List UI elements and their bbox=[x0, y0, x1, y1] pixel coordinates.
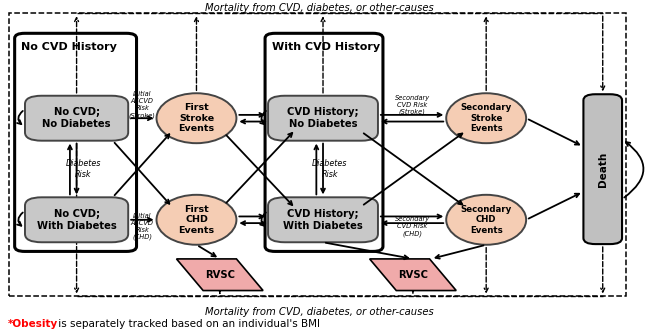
FancyBboxPatch shape bbox=[25, 96, 128, 141]
FancyArrowPatch shape bbox=[260, 111, 266, 124]
Text: No CVD History: No CVD History bbox=[21, 42, 117, 52]
Text: Secondary
CHD
Events: Secondary CHD Events bbox=[461, 205, 511, 235]
Text: Secondary
CVD Risk
(CHD): Secondary CVD Risk (CHD) bbox=[394, 216, 430, 237]
Text: RVSC: RVSC bbox=[398, 270, 428, 280]
Text: Diabetes
Risk: Diabetes Risk bbox=[312, 159, 348, 179]
Text: *Obesity: *Obesity bbox=[8, 319, 58, 329]
Text: CVD History;
With Diabetes: CVD History; With Diabetes bbox=[283, 209, 363, 231]
Text: Secondary
Stroke
Events: Secondary Stroke Events bbox=[461, 103, 511, 133]
Text: With CVD History: With CVD History bbox=[272, 42, 380, 52]
FancyBboxPatch shape bbox=[583, 94, 622, 244]
Ellipse shape bbox=[157, 93, 236, 143]
Polygon shape bbox=[176, 259, 263, 290]
Text: Initial
ASCVD
Risk
(CHD): Initial ASCVD Risk (CHD) bbox=[131, 213, 154, 240]
FancyBboxPatch shape bbox=[268, 197, 378, 242]
Text: is separately tracked based on an individual's BMI: is separately tracked based on an indivi… bbox=[55, 319, 320, 329]
Text: No CVD;
No Diabetes: No CVD; No Diabetes bbox=[43, 107, 111, 129]
FancyArrowPatch shape bbox=[17, 212, 23, 226]
Ellipse shape bbox=[446, 195, 526, 245]
Text: Secondary
CVD Risk
(Stroke): Secondary CVD Risk (Stroke) bbox=[394, 95, 430, 115]
Text: RVSC: RVSC bbox=[204, 270, 235, 280]
Polygon shape bbox=[370, 259, 456, 290]
FancyBboxPatch shape bbox=[268, 96, 378, 141]
Text: Death: Death bbox=[597, 152, 608, 187]
Ellipse shape bbox=[446, 93, 526, 143]
FancyArrowPatch shape bbox=[624, 142, 643, 197]
Text: CVD History;
No Diabetes: CVD History; No Diabetes bbox=[287, 107, 359, 129]
Text: No CVD;
With Diabetes: No CVD; With Diabetes bbox=[37, 209, 117, 231]
FancyArrowPatch shape bbox=[17, 111, 23, 124]
Ellipse shape bbox=[157, 195, 236, 245]
Text: Diabetes
Risk: Diabetes Risk bbox=[65, 159, 101, 179]
FancyBboxPatch shape bbox=[25, 197, 128, 242]
Text: Initial
ASCVD
Risk
(Stroke): Initial ASCVD Risk (Stroke) bbox=[129, 91, 156, 119]
Text: Mortality from CVD, diabetes, or other-causes: Mortality from CVD, diabetes, or other-c… bbox=[205, 3, 434, 13]
Text: First
CHD
Events: First CHD Events bbox=[178, 205, 214, 235]
Text: Mortality from CVD, diabetes, or other-causes: Mortality from CVD, diabetes, or other-c… bbox=[205, 307, 434, 317]
FancyArrowPatch shape bbox=[260, 212, 266, 226]
Text: First
Stroke
Events: First Stroke Events bbox=[178, 103, 214, 133]
